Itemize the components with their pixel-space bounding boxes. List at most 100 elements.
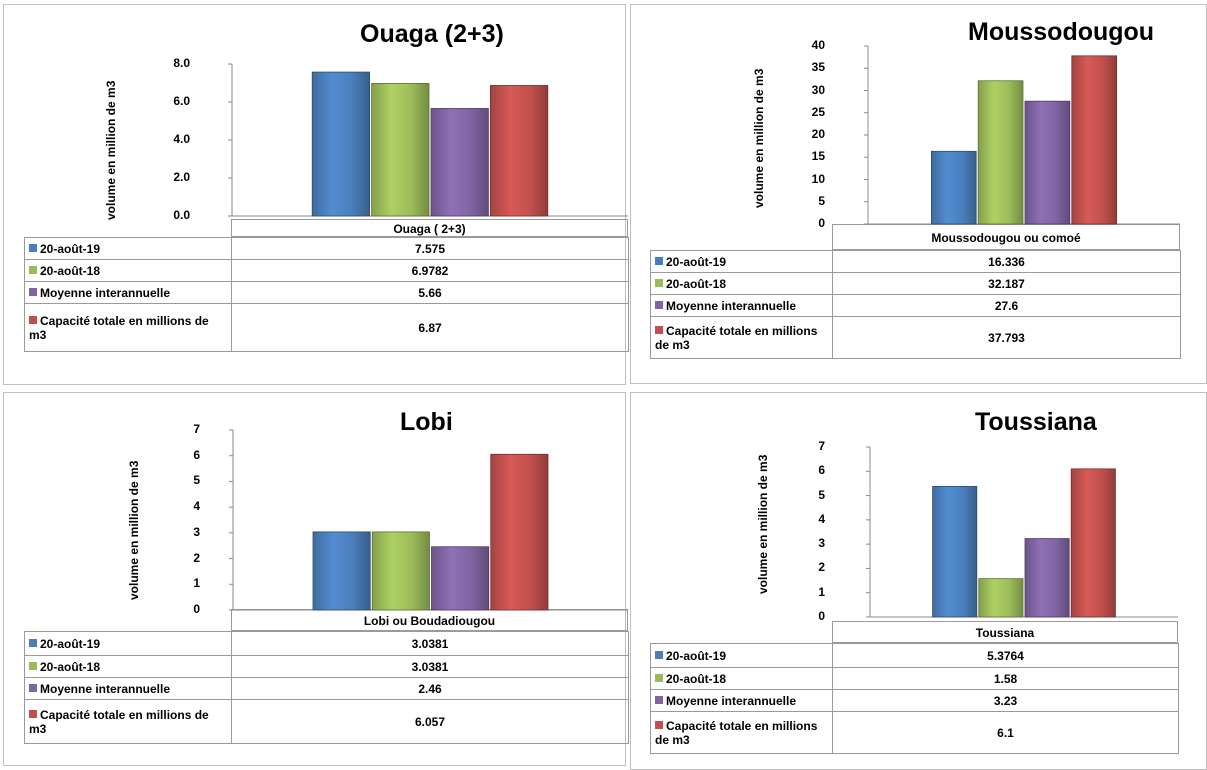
legend-swatch bbox=[29, 684, 37, 693]
y-tick-label: 0 bbox=[193, 602, 200, 616]
legend-swatch bbox=[655, 279, 663, 288]
y-tick-label: 3 bbox=[818, 536, 825, 551]
bar-3-3 bbox=[1070, 468, 1116, 618]
legend-cell: Capacité totale en millions de m3 bbox=[650, 316, 833, 359]
table-row: 20-août-19 5.3764 bbox=[650, 643, 1179, 668]
legend-label: 20-août-18 bbox=[40, 659, 101, 674]
bar-1-3 bbox=[1071, 55, 1118, 225]
table-row: 20-août-18 1.58 bbox=[650, 667, 1179, 690]
legend-label: Moyenne interannuelle bbox=[666, 298, 797, 313]
y-tick-label: 4 bbox=[818, 511, 825, 526]
chart-title: Lobi bbox=[400, 408, 453, 436]
y-tick-label: 40 bbox=[811, 38, 825, 52]
y-tick-label: 8.0 bbox=[173, 56, 190, 70]
legend-swatch bbox=[655, 257, 663, 266]
legend-swatch bbox=[655, 651, 663, 660]
y-tick-label: 0 bbox=[818, 609, 825, 623]
bar-2-2 bbox=[431, 546, 490, 611]
y-tick-label: 0.0 bbox=[173, 208, 190, 222]
y-tick-label: 6 bbox=[193, 447, 200, 462]
table-row: 20-août-18 6.9782 bbox=[24, 259, 629, 282]
value-cell: 6.87 bbox=[231, 303, 629, 352]
bar-2-0 bbox=[312, 531, 371, 611]
y-tick-label: 5 bbox=[818, 487, 825, 502]
legend-cell: Capacité totale en millions de m3 bbox=[24, 303, 232, 352]
value-cell: 6.1 bbox=[832, 711, 1179, 754]
y-tick-label: 0 bbox=[818, 216, 825, 230]
legend-cell: 20-août-19 bbox=[650, 643, 833, 668]
y-tick-label: 5 bbox=[193, 473, 200, 488]
y-tick-label: 4 bbox=[193, 499, 200, 514]
legend-cell: 20-août-19 bbox=[650, 250, 833, 273]
legend-label: Moyenne interannuelle bbox=[40, 681, 171, 696]
value-cell: 32.187 bbox=[832, 272, 1181, 295]
legend-label: Capacité totale en millions de m3 bbox=[655, 718, 818, 747]
bar-2-1 bbox=[371, 531, 430, 611]
y-tick-label: 7 bbox=[193, 422, 200, 436]
y-tick-label: 1 bbox=[193, 576, 200, 591]
category-label: Ouaga ( 2+3) bbox=[231, 219, 628, 237]
y-tick-label: 20 bbox=[811, 127, 825, 141]
legend-swatch bbox=[655, 326, 663, 335]
bar-3-2 bbox=[1024, 538, 1070, 618]
bar-0-2 bbox=[430, 108, 489, 217]
y-tick-label: 2 bbox=[818, 560, 825, 575]
legend-cell: Capacité totale en millions de m3 bbox=[24, 699, 232, 744]
bar-0-1 bbox=[371, 83, 430, 217]
legend-swatch bbox=[655, 674, 663, 683]
chart-title: Ouaga (2+3) bbox=[360, 20, 504, 48]
category-label: Toussiana bbox=[832, 621, 1178, 643]
bar-1-2 bbox=[1024, 100, 1071, 225]
value-cell: 3.0381 bbox=[231, 631, 629, 656]
legend-label: Capacité totale en millions de m3 bbox=[655, 323, 818, 352]
legend-label: 20-août-18 bbox=[666, 671, 727, 686]
legend-swatch bbox=[655, 696, 663, 705]
data-table: 20-août-19 16.336 20-août-18 32.187 Moyenne … bbox=[650, 250, 1181, 359]
bar-1-0 bbox=[931, 150, 977, 225]
legend-cell: 20-août-19 bbox=[24, 237, 232, 260]
y-tick-label: 6.0 bbox=[173, 94, 190, 108]
legend-label: 20-août-19 bbox=[666, 254, 727, 269]
bar-2-3 bbox=[490, 453, 549, 611]
y-tick-label: 3 bbox=[193, 524, 200, 539]
y-tick-label: 2 bbox=[193, 550, 200, 565]
y-tick-label: 1 bbox=[818, 584, 825, 599]
y-tick-label: 6 bbox=[818, 463, 825, 478]
legend-label: 20-août-19 bbox=[40, 636, 101, 651]
y-tick-label: 30 bbox=[811, 82, 825, 97]
y-tick-label: 2.0 bbox=[173, 170, 190, 184]
legend-label: 20-août-18 bbox=[40, 263, 101, 278]
legend-label: Moyenne interannuelle bbox=[40, 285, 171, 300]
table-row: Moyenne interannuelle 3.23 bbox=[650, 689, 1179, 712]
legend-swatch bbox=[29, 288, 37, 297]
data-table: 20-août-19 7.575 20-août-18 6.9782 Moyenne i… bbox=[24, 237, 629, 352]
legend-label: 20-août-18 bbox=[666, 276, 727, 291]
bar-1-1 bbox=[977, 80, 1024, 225]
table-row: 20-août-19 16.336 bbox=[650, 250, 1181, 273]
y-tick-label: 5 bbox=[818, 193, 825, 208]
y-tick-label: 35 bbox=[811, 60, 825, 75]
value-cell: 6.057 bbox=[231, 699, 629, 744]
y-tick-label: 7 bbox=[818, 439, 825, 453]
legend-swatch bbox=[29, 662, 37, 671]
bar-0-0 bbox=[311, 71, 371, 217]
chart-title: Toussiana bbox=[975, 408, 1097, 436]
table-row: Capacité totale en millions de m3 37.793 bbox=[650, 316, 1181, 359]
legend-swatch bbox=[29, 316, 37, 325]
y-tick-label: 10 bbox=[811, 171, 825, 186]
data-table: 20-août-19 3.0381 20-août-18 3.0381 Moyenne … bbox=[24, 631, 629, 744]
table-row: 20-août-19 3.0381 bbox=[24, 631, 629, 656]
legend-label: Capacité totale en millions de m3 bbox=[29, 707, 209, 736]
chart-title: Moussodougou bbox=[968, 18, 1155, 46]
bar-3-1 bbox=[978, 578, 1024, 618]
bar-0-3 bbox=[489, 85, 549, 217]
y-tick-label: 15 bbox=[811, 149, 825, 164]
table-row: Capacité totale en millions de m3 6.87 bbox=[24, 303, 629, 352]
legend-swatch bbox=[29, 639, 37, 648]
legend-cell: Capacité totale en millions de m3 bbox=[650, 711, 833, 754]
legend-label: 20-août-19 bbox=[40, 241, 101, 256]
value-cell: 37.793 bbox=[832, 316, 1181, 359]
legend-label: Capacité totale en millions de m3 bbox=[29, 313, 209, 342]
bar-3-0 bbox=[932, 486, 978, 618]
